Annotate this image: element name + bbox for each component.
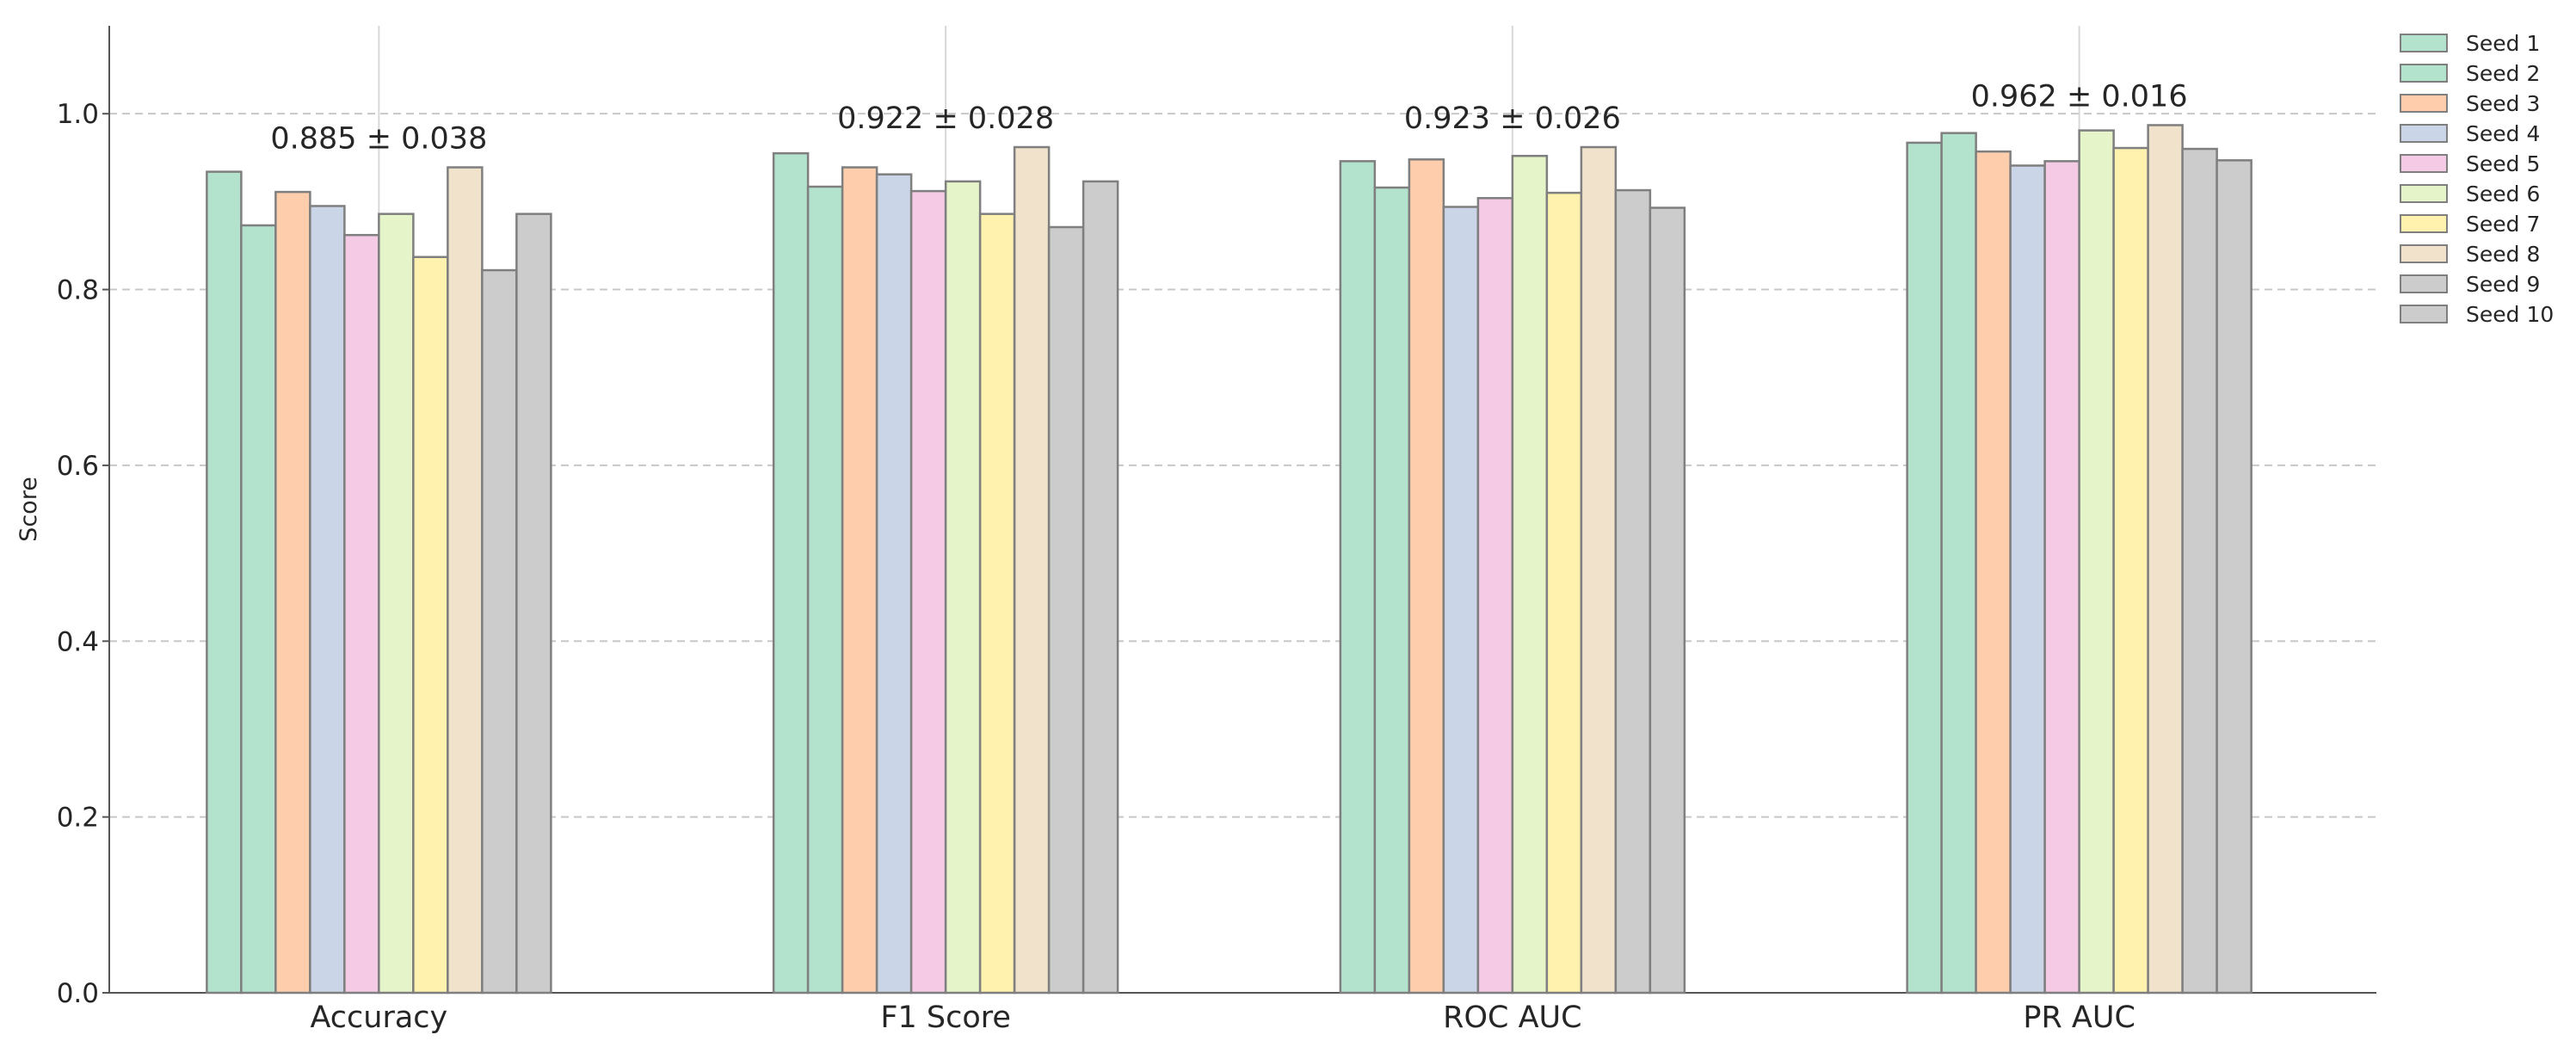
legend-swatch	[2400, 124, 2448, 143]
bar-seed-7	[978, 212, 1016, 995]
bar-seed-7	[2112, 146, 2149, 995]
legend-label: Seed 6	[2466, 182, 2540, 206]
x-category-label: Accuracy	[310, 1001, 447, 1035]
y-tick-label: 0.0	[57, 978, 99, 1009]
legend-label: Seed 5	[2466, 151, 2540, 176]
legend-swatch	[2400, 244, 2448, 263]
x-category-label: ROC AUC	[1443, 1001, 1581, 1035]
bar-seed-9	[481, 268, 518, 995]
legend-swatch	[2400, 154, 2448, 173]
bar-seed-4	[875, 173, 913, 995]
legend-swatch	[2400, 274, 2448, 293]
y-tick-label: 0.6	[57, 451, 99, 482]
legend-swatch	[2400, 64, 2448, 83]
bar-seed-4	[2009, 164, 2046, 995]
legend-label: Seed 4	[2466, 121, 2540, 146]
bar-seed-2	[806, 185, 844, 995]
bar-seed-8	[1013, 145, 1051, 995]
y-tick-label: 0.4	[57, 626, 99, 657]
mean-std-annotation: 0.885 ± 0.038	[270, 122, 487, 157]
legend-label: Seed 2	[2466, 61, 2540, 86]
x-category-label: F1 Score	[880, 1001, 1011, 1035]
legend-swatch	[2400, 214, 2448, 233]
bar-seed-1	[206, 170, 243, 995]
bar-seed-2	[240, 224, 277, 995]
bar-seed-9	[2181, 147, 2218, 995]
legend-swatch	[2400, 94, 2448, 113]
y-tick-label: 1.0	[57, 99, 99, 130]
legend-swatch	[2400, 305, 2448, 323]
labels: 0.0 0.2 0.4 0.6 0.8 1.0 0.885 ± 0.038 Accuracy 0…	[15, 79, 2188, 1035]
legend-label: Seed 10	[2466, 302, 2554, 327]
bar-seed-5	[2043, 160, 2080, 995]
bar-seed-5	[1476, 197, 1514, 995]
bar-seed-3	[1408, 158, 1445, 995]
bar-seed-10	[515, 212, 552, 995]
bar-seed-6	[2078, 129, 2115, 995]
mean-std-annotation: 0.962 ± 0.016	[1971, 79, 2188, 114]
bar-seed-6	[944, 180, 982, 995]
bar-seed-10	[1082, 180, 1119, 995]
bar-seed-9	[1047, 225, 1085, 995]
bar-seed-3	[841, 166, 878, 995]
y-axis-title: Score	[15, 477, 42, 542]
mean-std-annotation: 0.922 ± 0.028	[837, 102, 1054, 136]
bar-seed-10	[2215, 159, 2252, 995]
bar-seed-7	[1545, 191, 1583, 995]
y-tick-label: 0.8	[57, 275, 99, 306]
legend-label: Seed 8	[2466, 242, 2540, 267]
bar-seed-1	[772, 151, 810, 995]
bar-seed-10	[1649, 206, 1686, 995]
bar-seed-1	[1906, 141, 1943, 995]
bars	[206, 124, 2252, 995]
bar-seed-8	[1580, 145, 1618, 995]
legend-swatch	[2400, 34, 2448, 52]
bar-seed-4	[309, 205, 346, 995]
bar-seed-6	[378, 212, 415, 995]
bar-seed-5	[343, 233, 380, 995]
legend-swatch	[2400, 184, 2448, 203]
bar-seed-3	[1975, 150, 2012, 995]
x-category-label: PR AUC	[2023, 1001, 2135, 1035]
bar-seed-2	[1940, 132, 1977, 995]
mean-std-annotation: 0.923 ± 0.026	[1404, 102, 1621, 136]
bar-seed-7	[412, 256, 449, 995]
legend-label: Seed 9	[2466, 272, 2540, 297]
bar-seed-5	[909, 189, 947, 995]
bar-seed-2	[1373, 186, 1411, 995]
bar-seed-8	[447, 166, 484, 995]
bar-seed-6	[1511, 154, 1549, 995]
legend-label: Seed 7	[2466, 212, 2540, 237]
legend[interactable]: Seed 1 Seed 2 Seed 3 Seed 4 Seed 5 Seed 6 Seed…	[2400, 31, 2554, 327]
legend-label: Seed 1	[2466, 31, 2540, 56]
legend-label: Seed 3	[2466, 91, 2540, 116]
bar-seed-9	[1614, 188, 1652, 995]
bar-seed-3	[274, 190, 311, 995]
bar-seed-8	[2147, 124, 2184, 995]
y-tick-label: 0.2	[57, 803, 99, 834]
bar-seed-4	[1442, 206, 1480, 995]
bar-seed-1	[1339, 160, 1377, 995]
